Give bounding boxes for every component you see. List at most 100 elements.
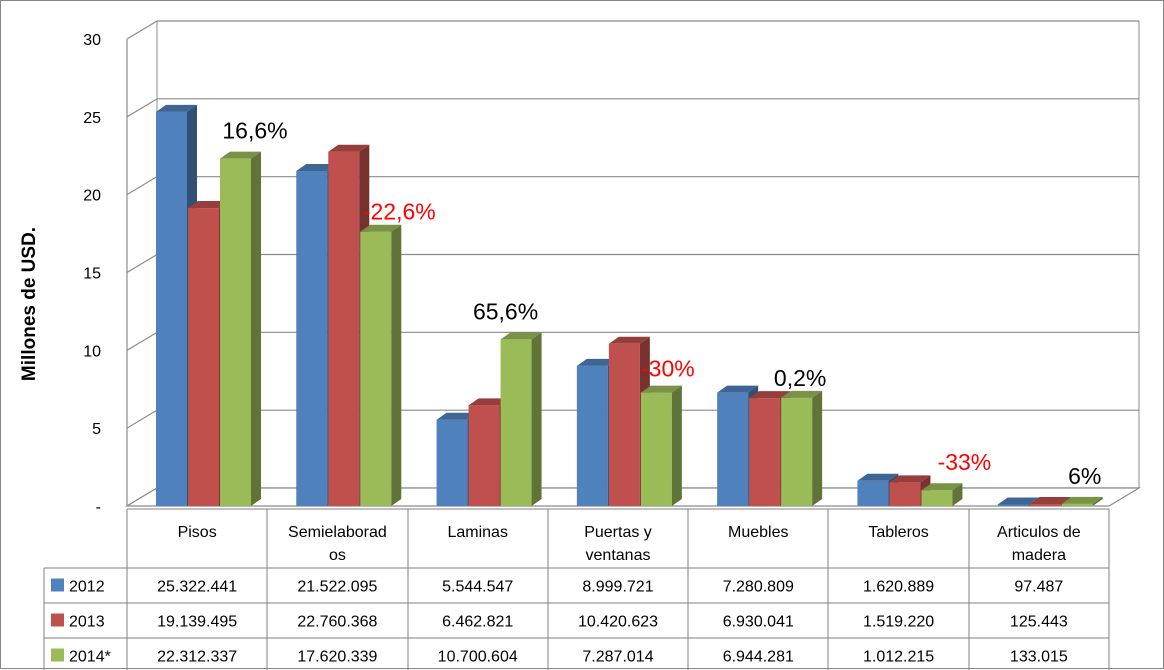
y-tick-label: - bbox=[96, 499, 101, 516]
annotation-label: 65,6% bbox=[473, 298, 538, 324]
annotation-label: -33% bbox=[938, 449, 992, 475]
bar-2012-front bbox=[717, 392, 749, 506]
bar-2013-front bbox=[188, 208, 219, 506]
category-label: Pisos bbox=[178, 524, 217, 541]
bar-2014*-front bbox=[360, 231, 392, 506]
y-axis-label: Millones de USD. bbox=[19, 227, 40, 381]
table-cell-value: 6.944.281 bbox=[723, 649, 794, 666]
annotation-label: -30% bbox=[641, 356, 695, 382]
gridline-diagonal bbox=[126, 331, 158, 351]
bar-2012-front bbox=[576, 365, 608, 506]
legend-label: 2012 bbox=[69, 579, 105, 596]
table-cell-value: 5.544.547 bbox=[442, 579, 513, 596]
gridline-diagonal bbox=[126, 176, 158, 196]
bar-2013-front bbox=[608, 343, 640, 506]
table-cell-value: 1.012.215 bbox=[863, 649, 934, 666]
table-cell-value: 6.930.041 bbox=[723, 614, 794, 631]
gridline-diagonal bbox=[126, 98, 158, 118]
legend-swatch-2014* bbox=[51, 648, 64, 662]
bar-2012-front bbox=[296, 170, 328, 506]
table-cell-value: 17.620.339 bbox=[297, 649, 377, 666]
legend-swatch-2012 bbox=[51, 578, 64, 592]
table-cell-value: 97.487 bbox=[1014, 579, 1063, 596]
bar-2012-front bbox=[156, 111, 187, 507]
bar-2012-front bbox=[997, 504, 1029, 506]
bar-2013-front bbox=[328, 151, 360, 506]
bar-2014*-side bbox=[1092, 496, 1103, 506]
bar-2013-front bbox=[749, 398, 781, 506]
bar-2014*-top bbox=[360, 224, 402, 232]
table-cell-value: 133.015 bbox=[1010, 649, 1068, 666]
bar-2012-top bbox=[296, 163, 338, 171]
category-label: Laminas bbox=[447, 524, 507, 541]
table-cell-value: 21.522.095 bbox=[297, 579, 377, 596]
bar-2014*-front bbox=[500, 339, 532, 506]
bar-2014*-front bbox=[921, 490, 953, 506]
bar-2014*-side bbox=[391, 224, 402, 506]
bar-2014*-front bbox=[1061, 503, 1093, 506]
table-cell-value: 10.700.604 bbox=[438, 649, 518, 666]
bar-2014*-top bbox=[640, 385, 682, 393]
bar-2014*-front bbox=[781, 397, 813, 506]
bar-2013-top bbox=[608, 336, 650, 344]
category-label: Semielaborad bbox=[288, 524, 387, 541]
bar-2012-front bbox=[857, 480, 889, 506]
gridline-diagonal bbox=[126, 20, 158, 40]
category-label: Muebles bbox=[728, 524, 788, 541]
category-label: ventanas bbox=[586, 547, 651, 564]
bar-2014*-side bbox=[671, 385, 682, 506]
y-tick-label: 10 bbox=[83, 343, 101, 360]
bar-2012-top bbox=[576, 358, 618, 366]
annotation-label: 16,6% bbox=[222, 118, 287, 144]
bar-2014*-top bbox=[220, 151, 261, 159]
bar-2014*-front bbox=[220, 158, 251, 507]
bar-2013-top bbox=[328, 144, 370, 152]
table-cell-value: 10.420.623 bbox=[578, 614, 658, 631]
bar-2013-front bbox=[1029, 504, 1061, 506]
table-cell-value: 125.443 bbox=[1010, 614, 1068, 631]
bar-2012-front bbox=[436, 419, 468, 506]
bar-2014*-front bbox=[640, 392, 672, 506]
table-cell-value: 22.760.368 bbox=[297, 614, 377, 631]
y-tick-label: 15 bbox=[83, 266, 101, 283]
gridline-diagonal bbox=[126, 409, 158, 429]
category-label: Puertas y bbox=[584, 524, 652, 541]
bar-2014*-top bbox=[500, 332, 542, 340]
annotation-label: 6% bbox=[1068, 463, 1101, 489]
bar-2014*-top bbox=[921, 483, 963, 491]
legend-swatch-2013 bbox=[51, 613, 64, 627]
bar-2012-top bbox=[717, 385, 759, 393]
bar-2013-top bbox=[468, 398, 510, 406]
bar-2012-top bbox=[156, 104, 197, 112]
category-label: os bbox=[329, 547, 346, 564]
bar-2013-top bbox=[889, 475, 931, 483]
bar-2013-top bbox=[188, 201, 229, 209]
bar-2014*-top bbox=[781, 390, 823, 398]
y-tick-label: 20 bbox=[83, 188, 101, 205]
y-tick-label: 25 bbox=[83, 110, 101, 127]
y-tick-label: 5 bbox=[92, 421, 101, 438]
legend-label: 2013 bbox=[69, 614, 105, 631]
bar-2014*-side bbox=[952, 483, 963, 506]
category-label: madera bbox=[1012, 547, 1066, 564]
table-cell-value: 8.999.721 bbox=[582, 579, 653, 596]
bar-2013-front bbox=[468, 405, 500, 506]
table-cell-value: 19.139.495 bbox=[157, 614, 237, 631]
gridline-diagonal bbox=[126, 253, 158, 274]
table-cell-value: 22.312.337 bbox=[157, 649, 237, 666]
bar-2013-top bbox=[1029, 497, 1071, 505]
table-cell-value: 25.322.441 bbox=[157, 579, 237, 596]
bar-2014*-side bbox=[812, 390, 823, 506]
table-cell-value: 1.620.889 bbox=[863, 579, 934, 596]
bar-2012-top bbox=[857, 473, 899, 481]
bar-2012-top bbox=[997, 497, 1039, 505]
bar-2013-top bbox=[749, 391, 791, 399]
table-cell-value: 6.462.821 bbox=[442, 614, 513, 631]
category-label: Tableros bbox=[868, 524, 928, 541]
bar-2013-front bbox=[889, 482, 921, 506]
table-cell-value: 7.280.809 bbox=[723, 579, 794, 596]
annotation-label: -22,6% bbox=[363, 199, 436, 225]
bar-2012-top bbox=[436, 412, 478, 420]
